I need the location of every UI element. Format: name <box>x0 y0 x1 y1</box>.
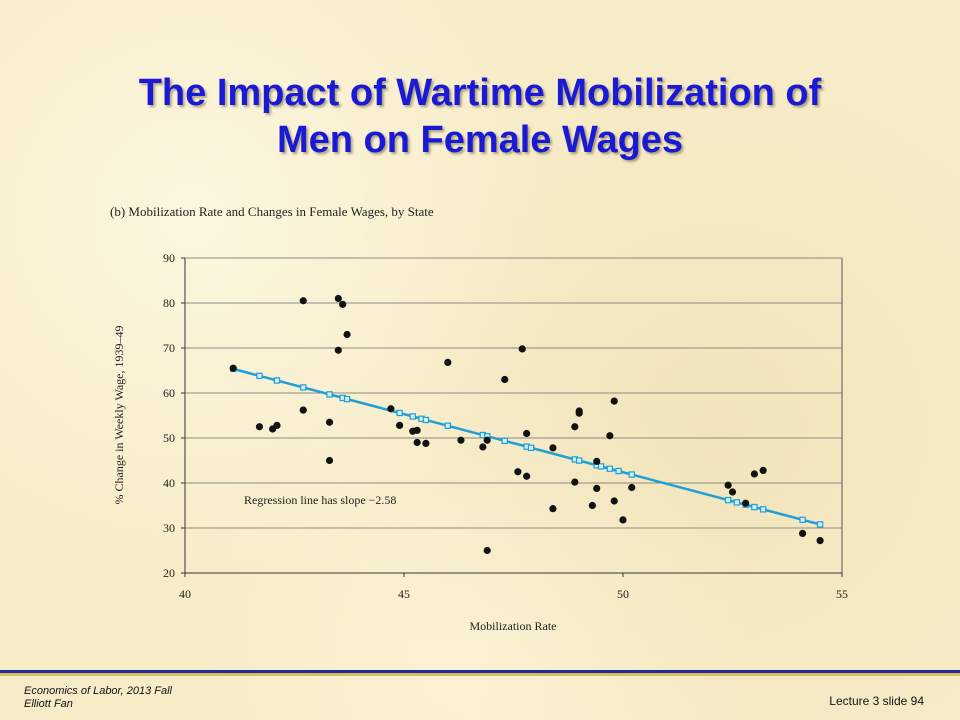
scatter-point <box>229 364 237 372</box>
scatter-point <box>325 456 334 465</box>
slide-title-line-2: Men on Female Wages <box>276 119 684 161</box>
regression-marker <box>759 506 767 513</box>
scatter-point <box>610 397 618 405</box>
y-axis-label: % Change in Weekly Wage, 1939–49 <box>112 326 126 505</box>
footer-author: Elliott Fan <box>24 698 73 710</box>
y-tick-label: 30 <box>163 521 175 535</box>
regression-marker <box>733 499 741 506</box>
scatter-point <box>523 429 531 438</box>
scatter-point <box>523 472 531 480</box>
scatter-point <box>575 407 583 415</box>
regression-marker <box>422 416 430 424</box>
scatter-point <box>619 516 627 524</box>
regression-marker <box>409 413 416 420</box>
scatter-point <box>742 499 750 507</box>
regression-marker <box>527 444 535 452</box>
scatter-point <box>479 443 487 451</box>
scatter-point <box>593 457 601 465</box>
regression-marker <box>326 391 333 398</box>
regression-marker <box>597 463 605 470</box>
regression-marker <box>628 471 635 478</box>
scatter-point <box>457 436 465 444</box>
scatter-point <box>343 330 351 339</box>
regression-marker <box>816 521 824 528</box>
regression-marker <box>615 467 622 475</box>
scatter-point <box>518 345 526 353</box>
footer-credits: Economics of Labor, 2013 Fall Elliott Fa… <box>24 685 172 711</box>
scatter-point <box>334 294 342 303</box>
scatter-point <box>571 423 579 431</box>
scatter-point <box>724 481 732 489</box>
regression-marker <box>343 395 351 403</box>
footer-rule-gold <box>0 673 960 676</box>
x-axis-label: Mobilization Rate <box>470 619 557 633</box>
scatter-point <box>387 405 395 413</box>
regression-marker <box>256 372 263 380</box>
x-tick-label: 45 <box>398 587 410 601</box>
plot-frame <box>184 258 843 574</box>
scatter-point <box>396 421 404 429</box>
scatter-point <box>299 406 307 414</box>
scatter-point <box>728 488 737 496</box>
slide-title-line-1: The Impact of Wartime Mobilization of <box>138 72 822 114</box>
y-tick-label: 80 <box>163 296 175 310</box>
axis-ticks: 20 30 40 50 60 70 80 90 40 45 50 55 <box>163 251 848 601</box>
regression-marker <box>444 422 452 429</box>
scatter-point <box>413 438 421 447</box>
scatter-point <box>255 423 264 431</box>
scatter-point <box>501 375 509 384</box>
data-points <box>229 294 824 555</box>
scatter-point <box>593 484 601 492</box>
scatter-point <box>759 466 767 474</box>
scatter-point <box>514 468 522 476</box>
slide-title: The Impact of Wartime Mobilization of Me… <box>0 70 960 164</box>
footer-course: Economics of Labor, 2013 Fall <box>24 685 172 697</box>
x-tick-label: 50 <box>617 587 629 601</box>
scatter-point <box>299 297 307 305</box>
scatter-point <box>339 300 347 308</box>
slide-number: Lecture 3 slide 94 <box>829 694 924 708</box>
regression-marker <box>501 437 508 445</box>
regression-marker <box>575 457 583 464</box>
chart-subtitle: (b) Mobilization Rate and Changes in Fem… <box>110 204 434 219</box>
y-tick-label: 20 <box>163 566 175 580</box>
scatter-point <box>798 529 807 538</box>
x-tick-label: 55 <box>836 587 848 601</box>
regression-marker <box>751 503 758 511</box>
y-tick-label: 90 <box>163 251 175 265</box>
scatter-point <box>628 483 636 492</box>
regression-marker <box>396 409 403 417</box>
scatter-point <box>549 505 557 513</box>
regression-marker <box>273 377 281 384</box>
y-tick-label: 40 <box>163 476 175 490</box>
y-tick-label: 70 <box>163 341 175 355</box>
scatter-point <box>483 546 491 555</box>
scatter-point <box>610 497 618 505</box>
scatter-point <box>413 426 421 434</box>
y-tick-label: 60 <box>163 386 175 400</box>
scatter-point <box>549 444 557 452</box>
scatter-point <box>444 358 452 366</box>
y-tick-label: 50 <box>163 431 175 445</box>
scatter-point <box>325 418 334 426</box>
scatter-point <box>483 436 491 444</box>
scatter-chart: 20 30 40 50 60 70 80 90 40 45 50 55 Mobilization Ra… <box>112 251 848 633</box>
grid-lines <box>185 257 842 529</box>
regression-marker <box>724 496 732 504</box>
regression-annotation: Regression line has slope −2.58 <box>244 493 396 507</box>
x-tick-label: 40 <box>179 587 191 601</box>
regression-marker <box>606 465 614 472</box>
scatter-point <box>750 470 759 478</box>
scatter-point <box>816 537 824 545</box>
scatter-point <box>571 478 579 486</box>
regression-marker <box>799 516 806 524</box>
scatter-point <box>422 439 430 447</box>
scatter-point <box>334 346 342 354</box>
scatter-point <box>273 421 281 429</box>
regression-marker <box>300 384 307 391</box>
footer-rule-blue <box>0 670 960 673</box>
scatter-point <box>588 501 596 510</box>
scatter-point <box>606 432 614 440</box>
